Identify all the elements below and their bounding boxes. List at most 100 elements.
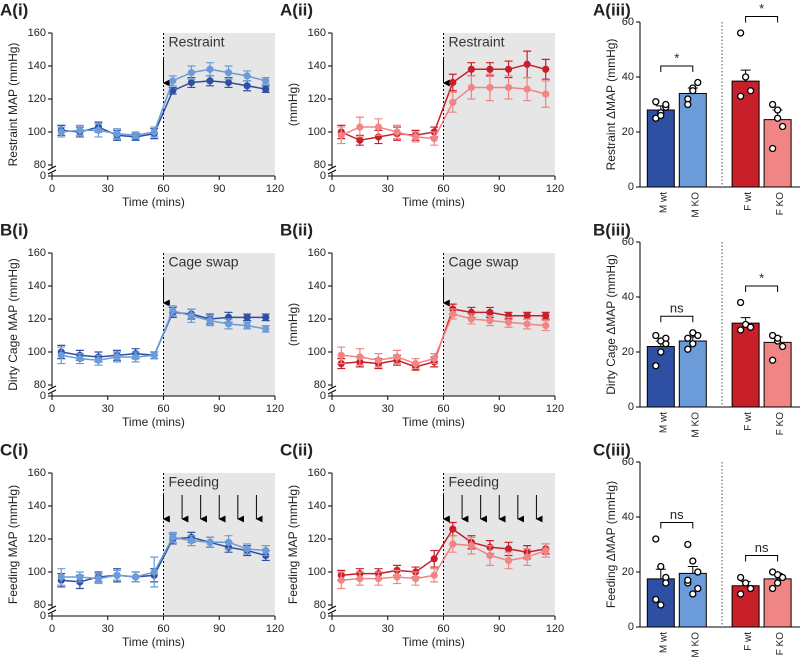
y-tick-label: 160 [28,467,46,479]
data-point [523,553,531,561]
data-point [467,83,475,92]
y-tick-label: 60 [622,456,634,468]
data-point [57,351,65,359]
individual-point [652,535,660,543]
data-point [449,310,457,318]
individual-point [768,584,777,593]
data-point [374,575,383,583]
data-point [169,533,177,541]
y-tick-label: 40 [622,291,634,303]
data-point [262,77,270,85]
data-point [150,351,158,359]
axis-break [327,609,337,615]
x-axis-label: Time (mins) [402,415,465,429]
x-tick-label: 30 [102,623,114,635]
data-point [187,312,195,320]
individual-point [684,345,692,353]
y-tick-label: 80 [34,159,46,171]
individual-point [768,144,777,153]
axis-break [47,165,57,171]
x-axis-label: Time (mins) [122,635,185,649]
data-point [412,133,420,141]
y-tick-label: 0 [628,401,634,413]
significance-bracket [745,16,779,23]
individual-point [652,362,660,370]
data-point [542,312,550,320]
data-point [467,65,475,73]
data-point [150,128,158,136]
y-tick-label: 160 [308,467,326,479]
x-tick-label: 90 [493,183,505,195]
data-point [224,320,233,328]
x-axis-label: Time (mins) [122,415,185,429]
x-tick-label: M KO [690,632,701,658]
data-point [187,537,195,545]
x-tick-label: 60 [437,623,449,635]
bar [763,119,792,188]
individual-point [694,584,702,593]
data-point [132,131,140,139]
x-tick-label: F wt [743,412,754,431]
panel-label: C(ii) [280,440,313,459]
significance-bracket [660,65,694,72]
x-tick-label: F wt [743,192,754,211]
data-point [523,312,531,320]
bar [678,340,707,408]
y-tick-label: 20 [622,566,634,578]
data-point [393,353,401,361]
significance-label: ns [755,540,769,555]
x-tick-label: M KO [690,412,701,438]
individual-point [652,331,660,340]
data-point [337,351,345,359]
data-point [206,317,214,325]
x-tick-label: 60 [157,403,169,415]
annotation: Cage swap [169,254,239,270]
y-tick-label: 100 [308,566,326,578]
y-tick-label: 160 [28,247,46,259]
data-point [224,78,233,87]
data-point [132,573,140,581]
axis-break [47,605,57,611]
y-tick-label: 0 [320,610,326,622]
data-point [356,353,364,361]
x-axis-label: Time (mins) [402,635,465,649]
x-tick-label: 120 [546,183,564,195]
y-tick-label: 80 [314,599,326,611]
x-tick-label: F KO [775,192,786,216]
y-tick-label: 120 [28,313,46,325]
panel-label: A(iii) [593,0,631,19]
data-point [113,571,121,579]
significance-label: ns [670,507,684,522]
significance-bracket [745,555,779,562]
axis-break [47,169,57,175]
x-tick-label: F KO [775,632,786,656]
data-point [486,83,494,92]
data-point [486,65,494,73]
data-point [187,78,195,87]
data-point [542,546,550,555]
y-tick-label: 120 [28,533,46,545]
significance-label: ns [670,301,684,316]
y-axis-label: (mmHg) [286,83,300,126]
data-point [94,356,103,364]
data-point [430,571,438,579]
individual-point [684,100,692,109]
data-point [449,525,457,533]
y-tick-label: 80 [34,599,46,611]
y-tick-label: 120 [308,533,326,545]
y-tick-label: 0 [320,170,326,182]
x-tick-label: 30 [382,403,394,415]
data-point [523,320,531,328]
y-axis-label: Dirty Cage ΔMAP (mmHg) [604,254,618,394]
individual-point [689,87,697,95]
data-point [206,65,214,73]
x-axis-label: Time (mins) [402,195,465,209]
bar [763,578,792,628]
individual-point [768,356,777,364]
data-point [224,69,233,77]
data-point [430,355,438,363]
x-tick-label: 0 [49,403,55,415]
y-tick-label: 160 [308,247,326,259]
individual-point [657,562,665,571]
y-tick-label: 60 [622,16,634,28]
